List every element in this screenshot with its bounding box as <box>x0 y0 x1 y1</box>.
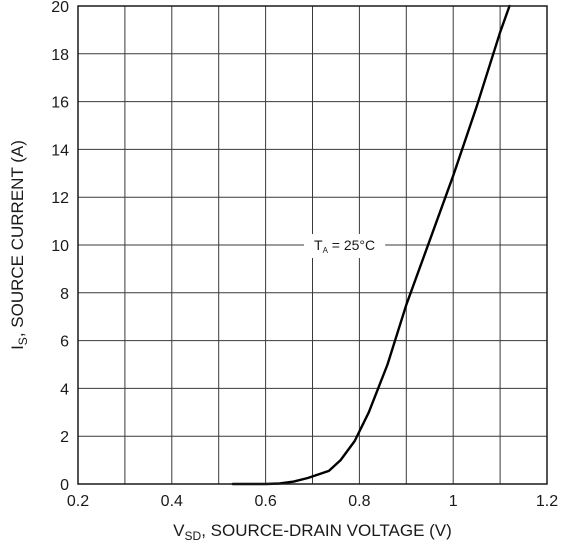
x-tick-label: 0.4 <box>161 493 183 510</box>
y-tick-label: 8 <box>60 286 69 303</box>
source-current-curve <box>231 4 511 486</box>
x-axis-title: VSD, SOURCE-DRAIN VOLTAGE (V) <box>173 521 452 543</box>
x-tick-label: 0.2 <box>67 493 89 510</box>
x-tick-labels: 0.2 0.4 0.6 0.8 1 1.2 <box>67 493 558 510</box>
annotation-label: TA = 25°C <box>314 237 375 255</box>
y-tick-label: 18 <box>51 47 69 64</box>
y-tick-label: 6 <box>60 334 69 351</box>
series-layer <box>231 4 511 486</box>
y-tick-labels: 0 2 4 6 8 10 12 14 16 18 20 <box>51 0 69 494</box>
y-axis-title: IS, SOURCE CURRENT (A) <box>8 140 30 350</box>
y-tick-label: 10 <box>51 238 69 255</box>
x-tick-label: 0.8 <box>348 493 370 510</box>
x-tick-label: 1.2 <box>536 493 558 510</box>
y-tick-label: 14 <box>51 142 69 159</box>
y-tick-label: 0 <box>60 477 69 494</box>
x-tick-label: 1 <box>449 493 458 510</box>
y-tick-label: 16 <box>51 95 69 112</box>
plot-frame <box>77 5 548 485</box>
temperature-annotation: TA = 25°C <box>304 234 386 258</box>
y-tick-label: 20 <box>51 0 69 16</box>
y-tick-label: 12 <box>51 190 69 207</box>
x-tick-label: 0.6 <box>254 493 276 510</box>
y-tick-label: 4 <box>60 381 69 398</box>
y-tick-label: 2 <box>60 429 69 446</box>
